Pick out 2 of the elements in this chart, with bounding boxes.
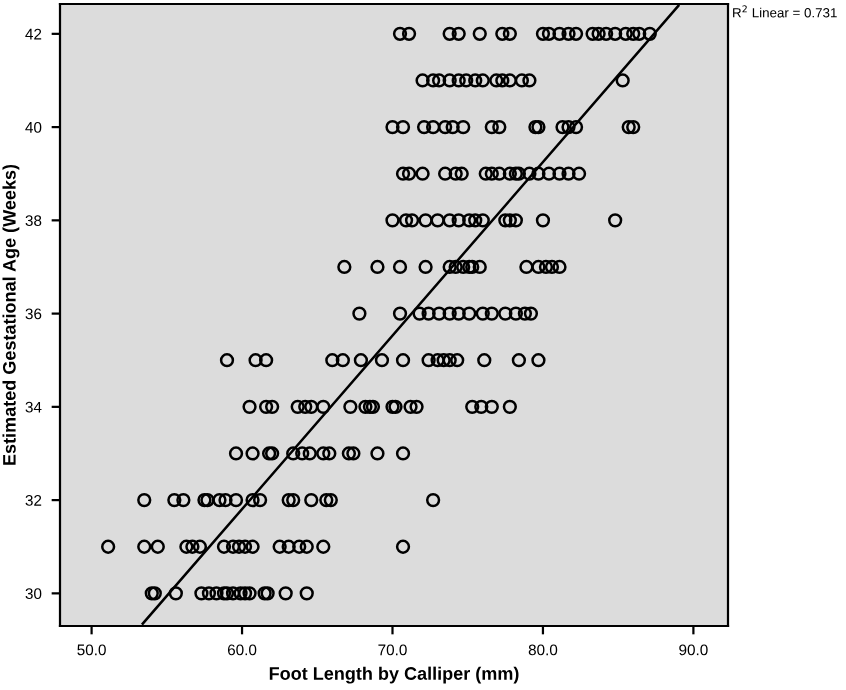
y-axis-title: Estimated Gestational Age (Weeks) (2, 164, 20, 465)
x-axis-title: Foot Length by Calliper (mm) (269, 666, 519, 684)
